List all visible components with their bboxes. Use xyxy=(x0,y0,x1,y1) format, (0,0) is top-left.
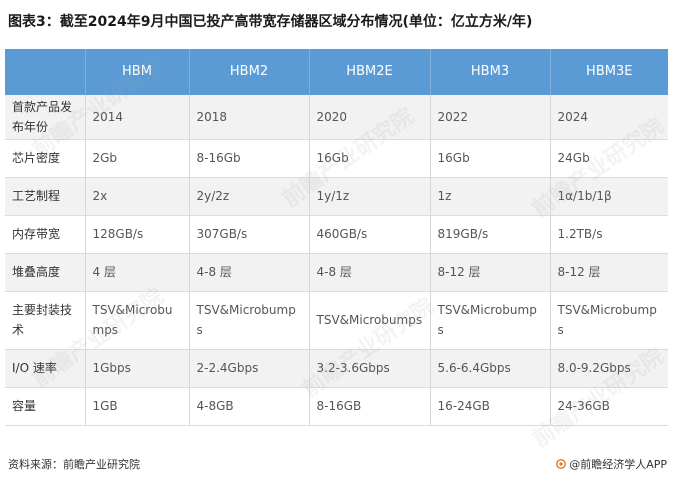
table-cell: 16-24GB xyxy=(430,387,551,426)
data-table: HBM HBM2 HBM2E HBM3 HBM3E 首款产品发布年份 2014 20… xyxy=(5,49,668,426)
row-label: 工艺制程 xyxy=(5,177,86,216)
table-row: 主要封装技术 TSV&Microbumps TSV&Microbumps TSV&Mi… xyxy=(5,291,668,350)
row-label: 容量 xyxy=(5,387,86,426)
table-cell: TSV&Microbumps xyxy=(85,291,190,350)
table-cell: 1y/1z xyxy=(309,177,431,216)
row-label: 内存带宽 xyxy=(5,215,86,254)
row-label: 主要封装技术 xyxy=(5,291,86,350)
source-note: 资料来源：前瞻产业研究院 xyxy=(8,458,140,471)
credit: @前瞻经济学人APP xyxy=(556,456,667,472)
table-cell: TSV&Microbumps xyxy=(550,291,668,350)
table-cell: 2018 xyxy=(189,95,310,140)
table-row: 芯片密度 2Gb 8-16Gb 16Gb 16Gb 24Gb xyxy=(5,139,668,178)
table-cell: TSV&Microbumps xyxy=(309,291,431,350)
row-label: 芯片密度 xyxy=(5,139,86,178)
table-cell: 307GB/s xyxy=(189,215,310,254)
table-cell: 2y/2z xyxy=(189,177,310,216)
table-cell: 2020 xyxy=(309,95,431,140)
header-cell-hbm3: HBM3 xyxy=(430,49,551,95)
table-cell: 4 层 xyxy=(85,253,190,292)
table-cell: 3.2-3.6Gbps xyxy=(309,349,431,388)
table-cell: 1GB xyxy=(85,387,190,426)
table-cell: 1Gbps xyxy=(85,349,190,388)
table-cell: 8-16Gb xyxy=(189,139,310,178)
page-title: 图表3：截至2024年9月中国已投产高带宽存储器区域分布情况(单位：亿立方米/年… xyxy=(8,14,533,30)
table-row: 工艺制程 2x 2y/2z 1y/1z 1z 1α/1b/1β xyxy=(5,177,668,216)
table-row: 首款产品发布年份 2014 2018 2020 2022 2024 xyxy=(5,95,668,140)
header-cell-hbm3e: HBM3E xyxy=(550,49,668,95)
credit-text: @前瞻经济学人APP xyxy=(569,458,667,471)
table-row: 容量 1GB 4-8GB 8-16GB 16-24GB 24-36GB xyxy=(5,387,668,426)
table-cell: 4-8 层 xyxy=(309,253,431,292)
table-cell: 2022 xyxy=(430,95,551,140)
table-cell: 1.2TB/s xyxy=(550,215,668,254)
table-cell: 5.6-6.4Gbps xyxy=(430,349,551,388)
table-cell: 460GB/s xyxy=(309,215,431,254)
row-label: 堆叠高度 xyxy=(5,253,86,292)
table-cell: 24Gb xyxy=(550,139,668,178)
table-cell: 8-16GB xyxy=(309,387,431,426)
table-cell: 4-8GB xyxy=(189,387,310,426)
table-cell: TSV&Microbumps xyxy=(189,291,310,350)
table-cell: 819GB/s xyxy=(430,215,551,254)
table-row: 内存带宽 128GB/s 307GB/s 460GB/s 819GB/s 1.2TB/s xyxy=(5,215,668,254)
brand-logo-icon xyxy=(556,459,567,469)
table-cell: 4-8 层 xyxy=(189,253,310,292)
header-cell-hbm2e: HBM2E xyxy=(309,49,431,95)
row-label: I/O 速率 xyxy=(5,349,86,388)
table-cell: 2014 xyxy=(85,95,190,140)
header-cell-hbm2: HBM2 xyxy=(189,49,310,95)
header-cell-hbm: HBM xyxy=(85,49,190,95)
table-cell: 2024 xyxy=(550,95,668,140)
table-header-row: HBM HBM2 HBM2E HBM3 HBM3E xyxy=(5,49,668,95)
table-cell: 2x xyxy=(85,177,190,216)
table-cell: 1α/1b/1β xyxy=(550,177,668,216)
table-cell: 16Gb xyxy=(430,139,551,178)
table-body: 首款产品发布年份 2014 2018 2020 2022 2024 芯片密度 2Gb 8-16G… xyxy=(5,95,668,426)
table-cell: 1z xyxy=(430,177,551,216)
table-cell: 16Gb xyxy=(309,139,431,178)
table-row: I/O 速率 1Gbps 2-2.4Gbps 3.2-3.6Gbps 5.6-6.4Gb… xyxy=(5,349,668,388)
table-cell: 8-12 层 xyxy=(430,253,551,292)
table-row: 堆叠高度 4 层 4-8 层 4-8 层 8-12 层 8-12 层 xyxy=(5,253,668,292)
table-cell: TSV&Microbumps xyxy=(430,291,551,350)
table-cell: 8.0-9.2Gbps xyxy=(550,349,668,388)
table-cell: 24-36GB xyxy=(550,387,668,426)
table-cell: 2-2.4Gbps xyxy=(189,349,310,388)
table-cell: 128GB/s xyxy=(85,215,190,254)
row-label: 首款产品发布年份 xyxy=(5,95,86,140)
table-cell: 8-12 层 xyxy=(550,253,668,292)
header-cell-corner xyxy=(5,49,86,95)
table-cell: 2Gb xyxy=(85,139,190,178)
